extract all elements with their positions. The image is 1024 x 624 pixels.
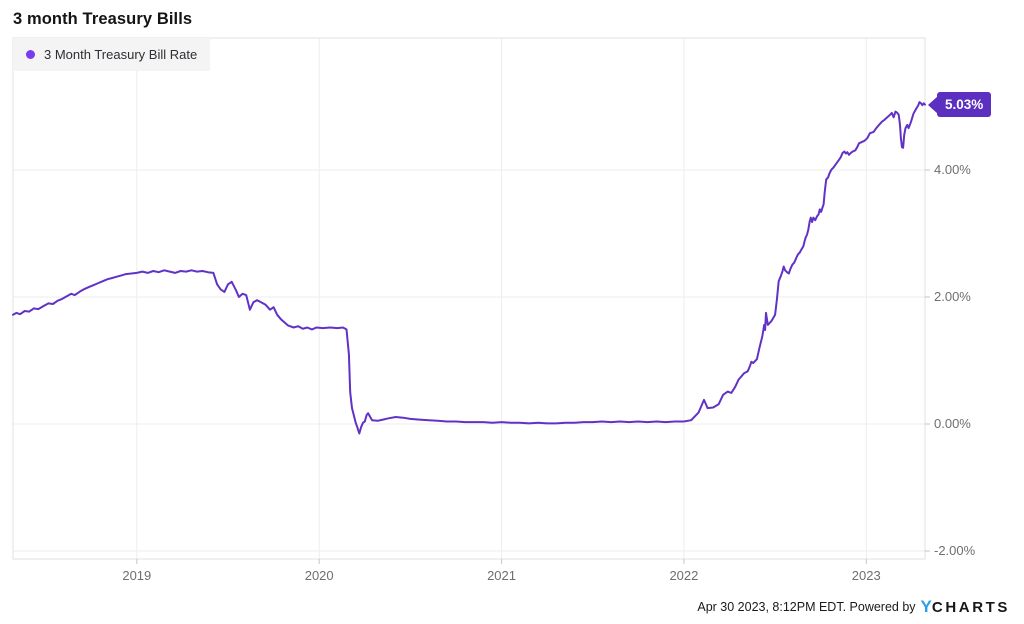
- y-tick-label: 0.00%: [934, 416, 971, 431]
- x-tick-label: 2022: [669, 568, 699, 583]
- footer: Apr 30 2023, 8:12PM EDT. Powered by Y CHA…: [697, 597, 1010, 617]
- legend-label: 3 Month Treasury Bill Rate: [44, 47, 198, 62]
- series-color-dot: [26, 50, 35, 59]
- x-tick-label: 2021: [487, 568, 516, 583]
- last-value-text: 5.03%: [945, 97, 984, 113]
- page-title: 3 month Treasury Bills: [13, 10, 193, 28]
- y-tick-label: -2.00%: [934, 542, 976, 558]
- legend: 3 Month Treasury Bill Rate: [13, 38, 211, 71]
- series-line: [12, 101, 926, 435]
- y-tick-label: 2.00%: [934, 289, 971, 304]
- x-tick-label: 2020: [304, 568, 334, 583]
- x-tick-label: 2023: [851, 568, 881, 583]
- timestamp: Apr 30 2023, 8:12PM EDT. Powered by: [697, 600, 916, 614]
- plot-border: [12, 37, 926, 560]
- y-tick-label: 4.00%: [934, 162, 971, 177]
- ycharts-logo-y: Y: [920, 597, 932, 616]
- x-tick-label: 2019: [122, 568, 152, 583]
- last-value-badge: 5.03%: [937, 92, 992, 118]
- ycharts-logo: Y CHARTS: [921, 597, 1010, 617]
- ycharts-logo-text: CHARTS: [931, 598, 1010, 616]
